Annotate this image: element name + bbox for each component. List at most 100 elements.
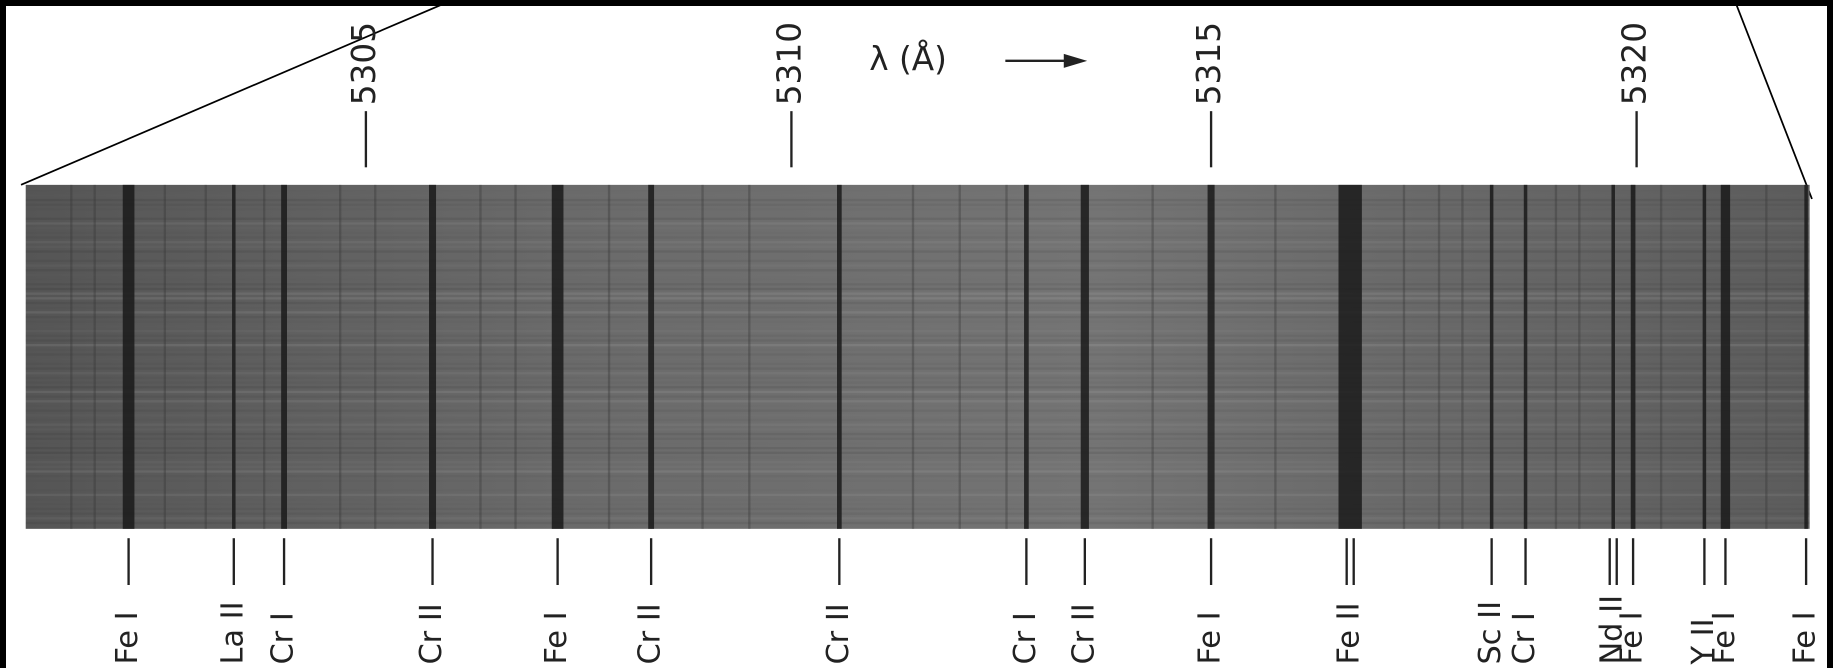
line-label: Fe I <box>539 611 574 664</box>
zoom-line <box>20 2 445 186</box>
streak <box>26 405 1810 407</box>
absorption-line <box>1489 184 1494 529</box>
line-label: Fe I <box>110 611 145 664</box>
streak <box>25 446 1810 450</box>
streak <box>25 521 1810 525</box>
line-label: Fe I <box>1615 611 1650 664</box>
streak <box>25 222 1810 225</box>
line-label: La II <box>215 601 250 664</box>
streak <box>25 353 1810 356</box>
absorption-line <box>1523 184 1528 529</box>
streak <box>26 503 1810 505</box>
absorption-line <box>648 184 655 529</box>
streak <box>26 484 1810 486</box>
line-label: Cr II <box>414 603 449 664</box>
streak <box>25 297 1810 300</box>
streak <box>26 498 1810 500</box>
streak <box>26 264 1810 266</box>
faint-line <box>93 184 96 529</box>
faint-line <box>374 184 377 529</box>
streak <box>26 321 1810 323</box>
streak <box>25 507 1810 511</box>
faint-line <box>1005 184 1008 529</box>
streak <box>26 232 1810 234</box>
absorption-line <box>551 184 564 529</box>
line-label: Cr I <box>1507 612 1542 664</box>
faint-line <box>163 184 166 529</box>
faint-line <box>1461 184 1464 529</box>
faint-line <box>204 184 207 529</box>
streak <box>25 432 1810 436</box>
streak <box>25 470 1810 473</box>
faint-line <box>479 184 482 529</box>
absorption-line <box>1024 184 1029 529</box>
absorption-line <box>232 184 236 529</box>
streak <box>26 428 1810 430</box>
streak <box>25 367 1810 370</box>
streak <box>25 409 1810 412</box>
absorption-line <box>1720 184 1731 529</box>
streak <box>25 203 1810 206</box>
faint-line <box>1578 184 1581 529</box>
streak <box>26 330 1810 332</box>
streak <box>25 269 1810 272</box>
streak <box>26 456 1810 458</box>
faint-line <box>1402 184 1406 529</box>
streak <box>25 343 1810 347</box>
streak <box>26 246 1810 248</box>
faint-line <box>70 184 73 529</box>
line-label: Nd II <box>1595 595 1630 665</box>
streak <box>26 461 1810 463</box>
streak <box>26 377 1810 379</box>
streak <box>26 358 1810 360</box>
frame-top <box>0 0 1833 6</box>
streak <box>26 363 1810 365</box>
streak <box>26 414 1810 416</box>
faint-line <box>1437 184 1441 529</box>
line-label: Cr II <box>633 603 668 664</box>
figure: λ (Å) Fe I La II Cr I Cr II Fe I Cr II Cr II Cr… <box>20 2 1823 666</box>
absorption-line <box>1338 184 1362 529</box>
streak <box>26 381 1810 383</box>
streak <box>26 489 1810 491</box>
absorption-line <box>1630 184 1636 529</box>
frame-right <box>1827 0 1833 668</box>
faint-line <box>1274 184 1277 529</box>
streak <box>26 349 1810 351</box>
line-label: Cr II <box>1066 603 1101 664</box>
streak <box>25 386 1810 389</box>
line-label: Fe I <box>1193 611 1228 664</box>
faint-line <box>263 184 266 529</box>
spectrum-plate <box>25 184 1810 529</box>
streak <box>25 423 1810 426</box>
streak <box>26 213 1810 215</box>
absorption-line <box>281 184 287 529</box>
absorption-line <box>429 184 437 529</box>
absorption-line <box>1611 184 1615 529</box>
line-label: Y II <box>1686 618 1721 665</box>
faint-line <box>701 184 704 529</box>
streak <box>25 250 1810 253</box>
absorption-line <box>122 184 135 529</box>
streak <box>26 307 1810 309</box>
faint-line <box>1659 184 1663 529</box>
streak <box>25 390 1810 394</box>
axis-label: λ (Å) <box>869 40 947 78</box>
streak <box>25 283 1810 286</box>
streak <box>26 236 1810 238</box>
wavelength-label: 5305 <box>345 22 383 105</box>
streak <box>25 493 1810 497</box>
streak <box>26 194 1810 196</box>
streak <box>26 325 1810 327</box>
streak <box>26 475 1810 477</box>
faint-line <box>911 184 915 529</box>
faint-line <box>748 184 751 529</box>
streak <box>25 517 1810 520</box>
faint-line <box>514 184 517 529</box>
line-label: Sc II <box>1473 601 1508 665</box>
line-label: Cr I <box>266 612 301 664</box>
streak <box>25 311 1810 314</box>
absorption-line <box>1207 184 1215 529</box>
